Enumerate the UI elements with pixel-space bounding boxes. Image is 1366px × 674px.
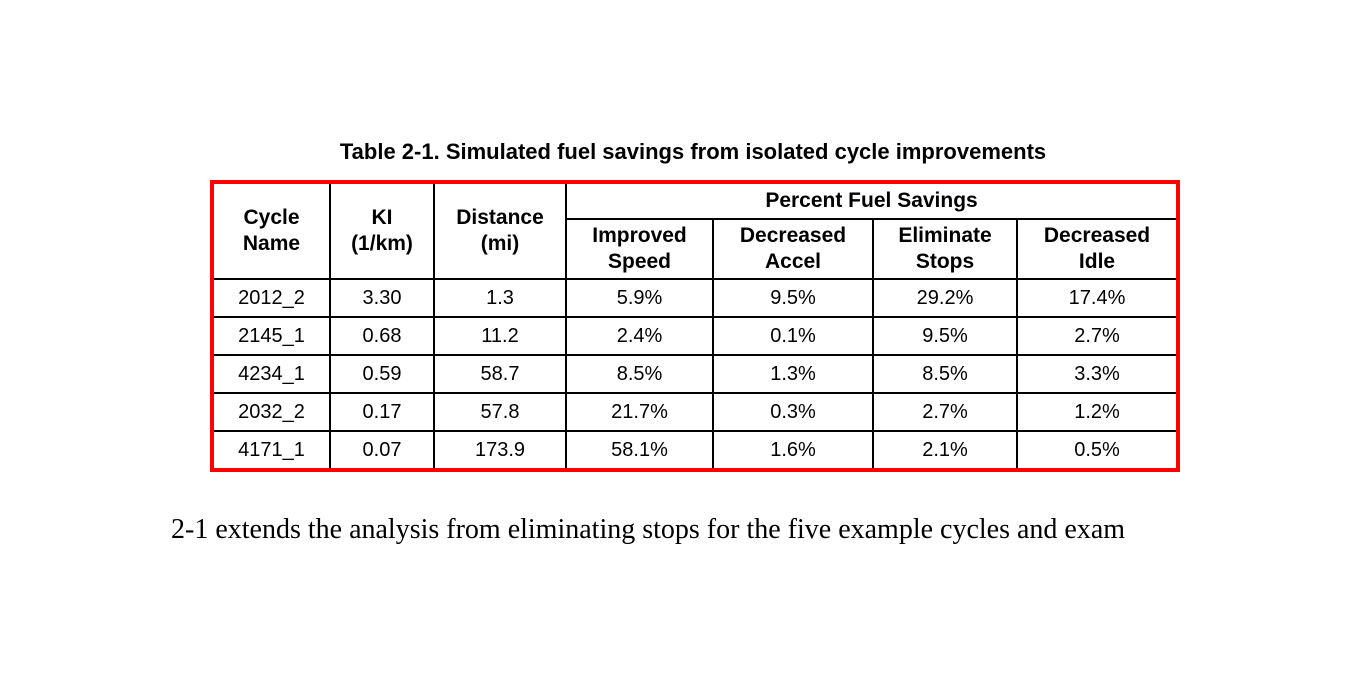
header-decreased-idle: Decreased Idle xyxy=(1015,218,1180,280)
cell-decreased-accel: 1.3% xyxy=(712,354,874,394)
cell-decreased-accel: 0.1% xyxy=(712,316,874,356)
cell-cycle-name: 2032_2 xyxy=(211,392,331,432)
cell-decreased-idle: 2.7% xyxy=(1015,316,1180,356)
cell-eliminate-stops: 8.5% xyxy=(872,354,1018,394)
table-row: 4234_1 0.59 58.7 8.5% 1.3% 8.5% 3.3% xyxy=(211,354,1180,394)
header-row-sub: Improved Speed Decreased Accel Eliminate… xyxy=(212,218,1180,280)
cell-ki: 0.68 xyxy=(329,316,435,356)
cell-distance: 57.8 xyxy=(433,392,567,432)
table-title: Table 2-1. Simulated fuel savings from i… xyxy=(339,139,1047,164)
table-row: 2145_1 0.68 11.2 2.4% 0.1% 9.5% 2.7% xyxy=(211,316,1180,356)
cell-ki: 3.30 xyxy=(329,278,435,318)
header-ki: KI (1/km) xyxy=(329,181,435,280)
cell-improved-speed: 5.9% xyxy=(565,278,714,318)
cell-cycle-name: 2012_2 xyxy=(211,278,331,318)
header-distance: Distance (mi) xyxy=(433,181,567,280)
cell-decreased-accel: 0.3% xyxy=(712,392,874,432)
cell-distance: 58.7 xyxy=(433,354,567,394)
body-text: 2-1 extends the analysis from eliminatin… xyxy=(171,514,1126,545)
cell-improved-speed: 21.7% xyxy=(565,392,714,432)
cell-eliminate-stops: 29.2% xyxy=(872,278,1018,318)
cell-improved-speed: 58.1% xyxy=(565,430,714,471)
cell-distance: 1.3 xyxy=(433,278,567,318)
cell-eliminate-stops: 9.5% xyxy=(872,316,1018,356)
cell-decreased-idle: 17.4% xyxy=(1015,278,1180,318)
cell-decreased-accel: 1.6% xyxy=(712,430,874,471)
cell-decreased-accel: 9.5% xyxy=(712,278,874,318)
header-eliminate-stops: Eliminate Stops xyxy=(872,218,1018,280)
cell-decreased-idle: 0.5% xyxy=(1015,430,1180,471)
cell-cycle-name: 4171_1 xyxy=(211,430,331,471)
table-row: 2012_2 3.30 1.3 5.9% 9.5% 29.2% 17.4% xyxy=(211,278,1180,318)
cell-ki: 0.07 xyxy=(329,430,435,471)
cell-ki: 0.17 xyxy=(329,392,435,432)
cell-eliminate-stops: 2.7% xyxy=(872,392,1018,432)
header-decreased-accel: Decreased Accel xyxy=(712,218,874,280)
cell-cycle-name: 4234_1 xyxy=(211,354,331,394)
cell-decreased-idle: 3.3% xyxy=(1015,354,1180,394)
header-row-group: Cycle Name KI (1/km) Distance (mi) Perce… xyxy=(211,181,1180,280)
table-row: 2032_2 0.17 57.8 21.7% 0.3% 2.7% 1.2% xyxy=(211,392,1180,432)
cell-ki: 0.59 xyxy=(329,354,435,394)
header-improved-speed: Improved Speed xyxy=(565,218,714,280)
cell-eliminate-stops: 2.1% xyxy=(872,430,1018,471)
header-percent-fuel-savings: Percent Fuel Savings xyxy=(564,181,1180,220)
cell-distance: 173.9 xyxy=(433,430,567,471)
cell-cycle-name: 2145_1 xyxy=(211,316,331,356)
fuel-savings-table: Cycle Name KI (1/km) Distance (mi) Perce… xyxy=(210,180,1181,472)
table-row: 4171_1 0.07 173.9 58.1% 1.6% 2.1% 0.5% xyxy=(211,430,1180,471)
header-cycle-name: Cycle Name xyxy=(211,181,331,280)
cell-improved-speed: 8.5% xyxy=(565,354,714,394)
cell-distance: 11.2 xyxy=(433,316,567,356)
cell-improved-speed: 2.4% xyxy=(565,316,714,356)
cell-decreased-idle: 1.2% xyxy=(1015,392,1180,432)
